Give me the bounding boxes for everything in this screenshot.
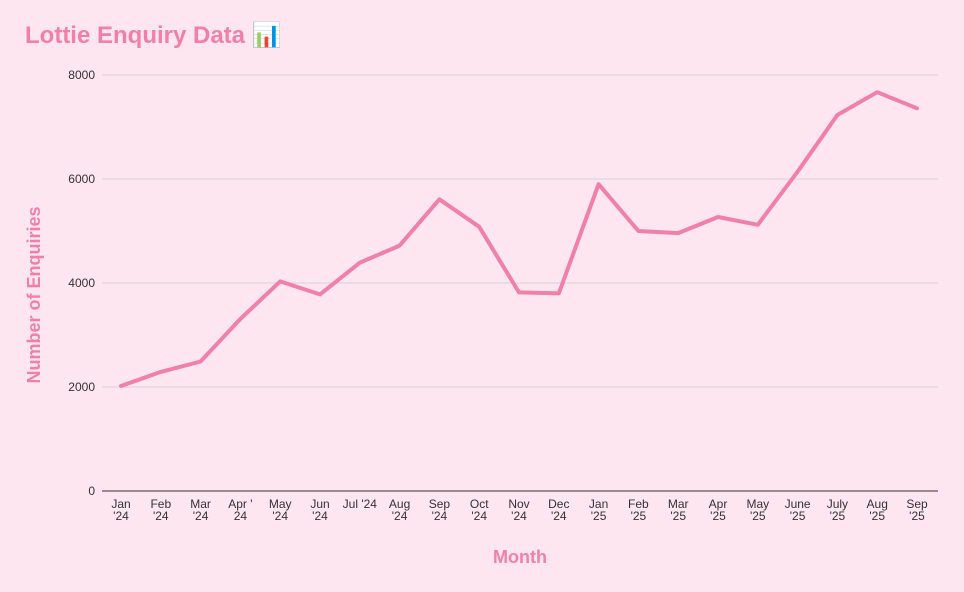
x-tick-label: Jun '24 <box>310 497 329 523</box>
y-axis-label: Number of Enquiries <box>24 206 44 383</box>
x-axis-label: Month <box>493 547 547 567</box>
x-tick-label: Jan '24 <box>111 497 130 523</box>
x-tick-label: Aug '24 <box>389 497 410 523</box>
x-tick-label: May '24 <box>269 497 292 523</box>
y-tick-label: 4000 <box>68 276 95 290</box>
gridlines <box>102 74 938 388</box>
x-tick-label: Apr '25 <box>709 497 728 523</box>
x-tick-label: July '25 <box>827 497 848 523</box>
x-axis-ticks: Jan '24 Feb '24 Mar '24 Apr ' 24 May '24 Jun '24 Jul… <box>111 497 928 523</box>
x-tick-label: Jan '25 <box>589 497 608 523</box>
x-tick-label: Feb '25 <box>628 497 649 523</box>
x-tick-label: Aug '25 <box>867 497 888 523</box>
x-tick-label: Mar '25 <box>668 497 689 523</box>
x-tick-label: Mar '24 <box>190 497 211 523</box>
chart-title: Lottie Enquiry Data 📊 <box>25 22 282 49</box>
x-tick-label: Nov '24 <box>508 497 529 523</box>
x-tick-label: June '25 <box>785 497 811 523</box>
series-group <box>119 90 919 388</box>
y-axis-ticks: 0 2000 4000 6000 8000 <box>68 68 95 498</box>
x-tick-label: Sep '24 <box>429 497 451 523</box>
x-tick-label: Apr ' 24 <box>228 497 252 523</box>
x-tick-label: Dec '24 <box>548 497 569 523</box>
y-tick-label: 8000 <box>68 68 95 82</box>
x-tick-label: Oct '24 <box>470 497 489 523</box>
series-line-0 <box>119 90 919 388</box>
y-tick-label: 0 <box>88 484 95 498</box>
y-tick-label: 6000 <box>68 172 95 186</box>
x-tick-label: Jul '24 <box>343 497 378 511</box>
x-tick-label: May '25 <box>746 497 769 523</box>
y-tick-label: 2000 <box>68 380 95 394</box>
x-tick-label: Feb '24 <box>150 497 171 523</box>
x-tick-label: Sep '25 <box>906 497 928 523</box>
